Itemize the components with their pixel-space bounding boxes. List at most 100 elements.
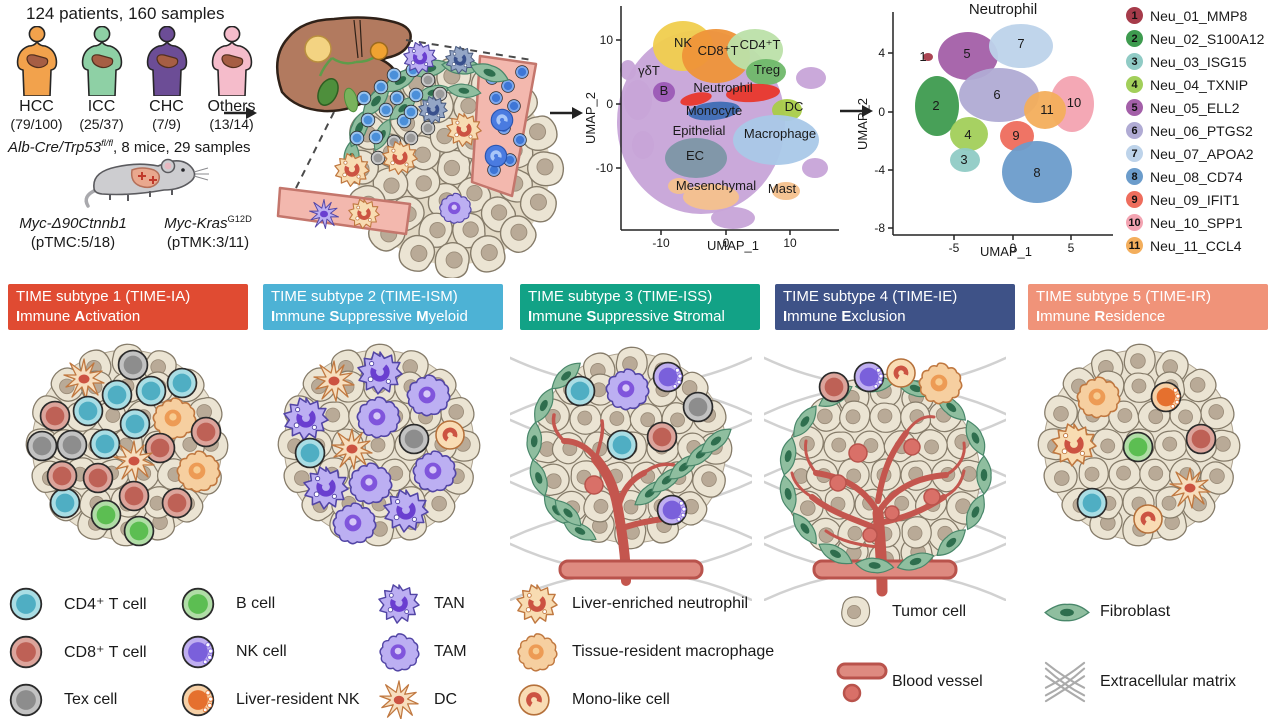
umap-cluster-blob: [1024, 91, 1066, 129]
subtype-banner-line1: TIME subtype 1 (TIME-IA): [16, 288, 191, 305]
legend-item-label: Tex cell: [64, 691, 118, 708]
legend-item-ecm: Extracellular matrix: [1044, 658, 1236, 706]
umap-cluster-label: NK: [674, 35, 692, 50]
legend-item-tumor: Tumor cell: [836, 588, 983, 636]
cluster-number-badge: 6: [1126, 122, 1143, 139]
cluster-legend-label: Neu_11_CCL4: [1150, 237, 1242, 254]
umap-cluster-label: DC: [785, 99, 804, 114]
y-tick: 0: [878, 105, 885, 119]
b-icon: [180, 586, 236, 622]
legend-column: CD4⁺ T cell CD8⁺ T cell Tex cell: [8, 580, 147, 719]
legend-item-label: Blood vessel: [892, 673, 983, 690]
legend-column: TAN TAM DC: [378, 580, 467, 719]
umap-cluster-label: 11: [1040, 102, 1054, 117]
umap-cluster-blob: [711, 207, 755, 229]
umap-cluster-label: 5: [963, 46, 970, 61]
legend-item-label: NK cell: [236, 643, 287, 660]
subtype-banner-2: TIME subtype 2 (TIME-ISM) Immune Suppress…: [263, 284, 503, 330]
legend-item-trm: Tissue-resident macrophage: [516, 628, 774, 676]
cluster-number-badge: 11: [1126, 237, 1143, 254]
cohort-group-count: (79/100): [10, 116, 63, 132]
umap-cluster-label: Monocyte: [686, 103, 742, 118]
vessel-icon: [836, 660, 892, 704]
cd4-icon: [8, 586, 64, 622]
cluster-legend-label: Neu_10_SPP1: [1150, 214, 1243, 231]
umap-cluster-label: 8: [1033, 165, 1040, 180]
mouse-model-1: Myc-Δ90Ctnnb1 (pTMC:5/18): [2, 210, 144, 252]
x-tick: 0: [1010, 241, 1017, 255]
cluster-legend-item: 2 Neu_02_S100A12: [1126, 27, 1264, 50]
umap-cluster-blob: [802, 158, 828, 178]
mouse-gene-sup: fl/fl: [101, 138, 113, 148]
tam-icon: [378, 631, 434, 673]
umap-cluster-blob: [665, 138, 727, 178]
person-icon: [209, 26, 255, 96]
subtype-banner-4: TIME subtype 4 (TIME-IE) Immune Exclusion: [775, 284, 1015, 330]
umap-cluster-label: 1: [919, 49, 926, 64]
x-tick: 10: [783, 236, 797, 250]
legend-item-cd8: CD8⁺ T cell: [8, 628, 147, 676]
umap-cluster-label: Epithelial: [673, 123, 726, 138]
tumor-panel-TIME-IR: [1037, 343, 1241, 547]
tex-icon: [8, 682, 64, 718]
legend-item-label: Fibroblast: [1100, 603, 1171, 620]
x-axis-label: UMAP_1: [980, 244, 1032, 259]
mono-icon: [516, 682, 572, 718]
cluster-number-badge: 4: [1126, 76, 1143, 93]
cluster-legend-item: 4 Neu_04_TXNIP: [1126, 73, 1264, 96]
legend-item-tan: TAN: [378, 580, 467, 628]
model-2-detail: (pTMK:3/11): [166, 234, 250, 251]
cluster-number-badge: 7: [1126, 145, 1143, 162]
umap-title: Neutrophil: [969, 1, 1037, 18]
subtype-banner-line2: Immune Suppressive Stromal: [528, 308, 725, 325]
tumor-icon: [836, 593, 892, 631]
person-icon: [79, 26, 125, 96]
subtype-banner-line2: Immune Residence: [1036, 308, 1166, 325]
umap-cluster-label: 2: [932, 98, 939, 113]
umap-cluster-label: γδT: [638, 63, 660, 78]
umap-cluster-blob: [950, 148, 980, 172]
cluster-legend-item: 8 Neu_08_CD74: [1126, 165, 1264, 188]
umap-cluster-label: Treg: [754, 62, 780, 77]
cluster-number-badge: 10: [1126, 214, 1143, 231]
umap-cluster-label: 6: [993, 87, 1000, 102]
umap-cluster-blob: [923, 53, 933, 61]
umap-cluster-blob: [733, 115, 819, 165]
subtype-banner-line1: TIME subtype 4 (TIME-IE): [783, 288, 958, 305]
subtype-banner-line2: Immune Activation: [16, 308, 141, 325]
umap-cluster-label: Neutrophil: [693, 80, 752, 95]
liver-tumor-1: [304, 35, 332, 63]
liver-tumor-2: [369, 41, 389, 61]
subtype-banner-line1: TIME subtype 2 (TIME-ISM): [271, 288, 458, 305]
umap-cluster-blob: [726, 83, 780, 103]
umap-cluster-blob: [772, 182, 800, 200]
umap-cluster-blob: [680, 92, 712, 106]
umap-cluster-label: CD8⁺T: [698, 43, 739, 58]
umap-cluster-blob: [950, 117, 988, 151]
y-tick: -4: [874, 163, 885, 177]
subtype-banner-3: TIME subtype 3 (TIME-ISS) Immune Suppress…: [520, 284, 760, 330]
umap-cluster-blob: [746, 59, 786, 85]
legend-item-fibro: Fibroblast: [1044, 588, 1236, 636]
umap-cluster-label: Mesenchymal: [676, 178, 756, 193]
umap-neutrophil: 4 0 -4 -8 -5 0 5 UMAP_1 UMAP_2 1 5 7 2 6 10 11 4 9 3 8 Neutr…: [855, 1, 1113, 259]
cohort-group-label: Others: [207, 98, 256, 115]
legend-item-dc: DC: [378, 676, 467, 719]
umap-cluster-blob: [796, 67, 826, 89]
umap-cluster-blob: [624, 80, 652, 120]
legend-item-label: TAN: [434, 595, 465, 612]
tumor-panel-TIME-ISS: [510, 346, 752, 601]
legend-item-label: Mono-like cell: [572, 691, 670, 708]
cluster-legend-label: Neu_01_MMP8: [1150, 7, 1248, 24]
y-tick: 0: [606, 97, 613, 111]
legend-item-lrnk: Liver-resident NK: [180, 676, 360, 719]
dc-icon: [378, 679, 434, 719]
y-tick: 4: [878, 46, 885, 60]
cluster-number-badge: 1: [1126, 7, 1143, 24]
subtype-banner-line1: TIME subtype 3 (TIME-ISS): [528, 288, 713, 305]
model-2-name: Myc-Kras: [164, 215, 228, 232]
cluster-legend-label: Neu_04_TXNIP: [1150, 76, 1249, 93]
cohort-group-label: CHC: [149, 98, 184, 115]
cluster-legend-item: 1 Neu_01_MMP8: [1126, 4, 1264, 27]
umap-cluster-label: Macrophage: [744, 126, 816, 141]
